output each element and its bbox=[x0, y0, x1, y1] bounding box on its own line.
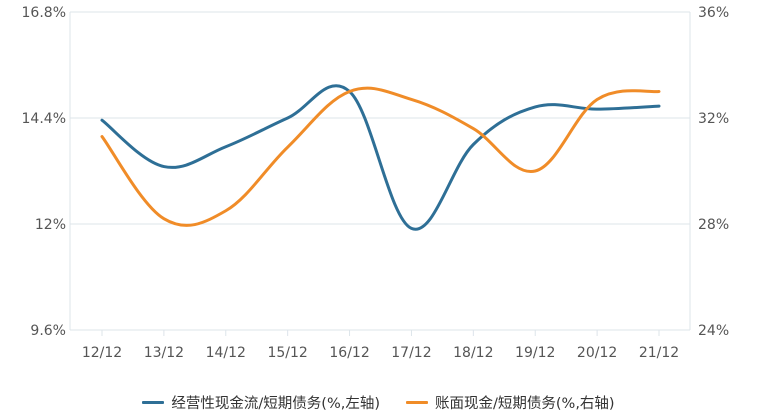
x-tick-label: 13/12 bbox=[144, 345, 184, 361]
series-2-point bbox=[534, 170, 537, 173]
series-2-point bbox=[162, 217, 165, 220]
x-tick-label: 15/12 bbox=[267, 345, 307, 361]
x-tick-label: 21/12 bbox=[639, 345, 679, 361]
series-1-point bbox=[101, 119, 104, 122]
grid-lines bbox=[70, 11, 690, 331]
legend-label-series-2: 账面现金/短期债务(%,右轴) bbox=[435, 395, 615, 412]
y-right-tick-label: 24% bbox=[698, 323, 729, 339]
x-tick-label: 20/12 bbox=[577, 345, 617, 361]
series-2-point bbox=[410, 98, 413, 101]
x-tick-label: 17/12 bbox=[391, 345, 431, 361]
series-2-point bbox=[348, 90, 351, 93]
y-right-tick-label: 32% bbox=[698, 111, 729, 127]
series-1-point bbox=[410, 227, 413, 230]
y-left-tick-label: 16.8% bbox=[22, 5, 66, 21]
legend-swatch-series-2 bbox=[406, 400, 428, 404]
legend-item-series-2: 账面现金/短期债务(%,右轴) bbox=[406, 392, 615, 413]
legend: 经营性现金流/短期债务(%,左轴) 账面现金/短期债务(%,右轴) bbox=[0, 390, 757, 414]
x-tick-label: 12/12 bbox=[82, 345, 122, 361]
series-2-point bbox=[658, 90, 661, 93]
series-2-point bbox=[224, 209, 227, 212]
axes bbox=[69, 12, 691, 336]
series-1-point bbox=[658, 105, 661, 108]
series-2-point bbox=[596, 98, 599, 101]
x-axis-tick-labels: 12/12 13/12 14/12 15/12 16/12 17/12 18/12 19/12… bbox=[82, 345, 679, 361]
y-right-tick-label: 28% bbox=[698, 217, 729, 233]
y-right-tick-labels: 36% 32% 28% 24% bbox=[698, 5, 729, 339]
legend-swatch-series-1 bbox=[142, 400, 165, 404]
legend-label-series-1: 经营性现金流/短期债务(%,左轴) bbox=[171, 395, 380, 412]
series-line-1 bbox=[100, 84, 661, 231]
x-tick-label: 16/12 bbox=[329, 345, 369, 361]
series-1-point bbox=[472, 143, 475, 146]
series-2-point bbox=[101, 135, 104, 138]
series-2-point bbox=[286, 146, 289, 149]
y-left-tick-label: 9.6% bbox=[30, 323, 66, 339]
x-tick-label: 18/12 bbox=[453, 345, 493, 361]
series-1-point bbox=[224, 145, 227, 148]
y-right-tick-label: 36% bbox=[698, 5, 729, 21]
series-2-point bbox=[472, 127, 475, 130]
x-tick-label: 19/12 bbox=[515, 345, 555, 361]
series-line-2 bbox=[100, 86, 661, 227]
series-lines bbox=[100, 84, 661, 231]
series-1-point bbox=[162, 165, 165, 168]
x-tick-label: 14/12 bbox=[206, 345, 246, 361]
series-1-point bbox=[286, 117, 289, 120]
legend-item-series-1: 经营性现金流/短期债务(%,左轴) bbox=[142, 392, 380, 413]
series-1-point bbox=[596, 108, 599, 111]
series-1-point bbox=[534, 105, 537, 108]
y-left-tick-label: 14.4% bbox=[22, 111, 66, 127]
y-left-tick-labels: 16.8% 14.4% 12% 9.6% bbox=[22, 5, 66, 339]
y-left-tick-label: 12% bbox=[35, 217, 66, 233]
